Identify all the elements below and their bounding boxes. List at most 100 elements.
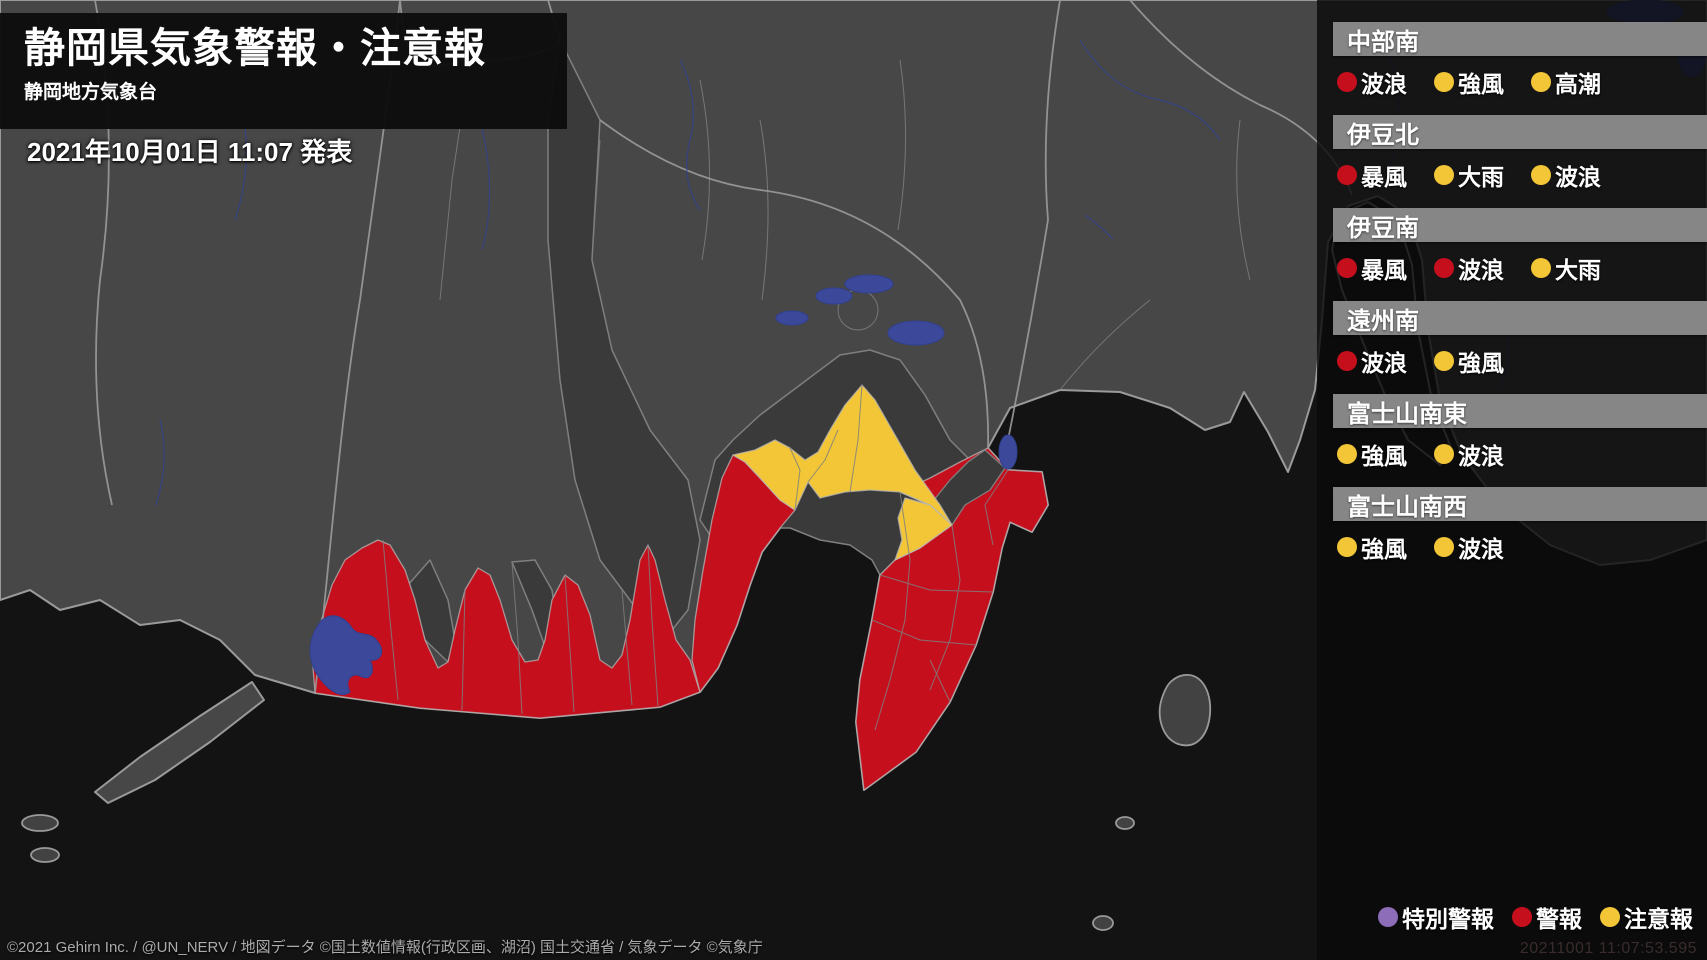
island-izu-oshima: [1158, 674, 1212, 747]
warning-chip-label: 大雨: [1458, 164, 1504, 190]
warning-chip-label: 強風: [1458, 71, 1504, 97]
title-box: 静岡県気象警報・注意報 静岡地方気象台: [0, 13, 567, 129]
warning-chip-label: 大雨: [1555, 257, 1601, 283]
warning-region-section: 伊豆南 暴風 波浪 大雨: [1317, 208, 1707, 285]
municipal-borders-fuji: [789, 384, 863, 511]
region-name-bar: 富士山南西: [1333, 487, 1707, 521]
pref-border-yamanashi-shizuoka: [599, 119, 990, 449]
region-enshu-south-warning: [311, 539, 701, 719]
island-small-west-1: [21, 814, 59, 832]
warning-chip: 高潮: [1531, 65, 1601, 99]
warning-level-dot-icon: [1337, 165, 1357, 185]
warning-chip-row: 暴風 波浪 大雨: [1337, 251, 1707, 285]
warning-level-dot-icon: [1531, 72, 1551, 92]
municipal-borders-enshu: [382, 539, 659, 715]
warning-chip-label: 波浪: [1361, 71, 1407, 97]
region-name: 伊豆南: [1347, 214, 1419, 242]
warning-level-dot-icon: [1434, 165, 1454, 185]
municipal-borders-inland: [439, 59, 1251, 391]
warning-chip: 暴風: [1337, 251, 1407, 285]
warning-chip: 波浪: [1337, 344, 1407, 378]
region-name-bar: 富士山南東: [1333, 394, 1707, 428]
warning-level-dot-icon: [1337, 258, 1357, 278]
region-name: 中部南: [1347, 28, 1419, 56]
warning-level-dot-icon: [1337, 537, 1357, 557]
atsumi-peninsula: [94, 681, 265, 804]
warning-chip-label: 注意報: [1624, 906, 1693, 932]
lake-shoji: [815, 287, 853, 305]
warning-chip-label: 暴風: [1361, 257, 1407, 283]
warning-chip-label: 強風: [1361, 536, 1407, 562]
lake-ashi: [998, 434, 1018, 470]
warning-level-legend: 特別警報 警報 注意報: [1360, 900, 1693, 934]
warning-level-dot-icon: [1434, 72, 1454, 92]
warning-chip-row: 強風 波浪: [1337, 437, 1707, 471]
lake-motosu: [775, 310, 809, 326]
warning-level-dot-icon: [1531, 258, 1551, 278]
render-timestamp: 20211001 11:07:53.595: [1519, 940, 1697, 957]
warning-chip: 特別警報: [1378, 900, 1494, 934]
warning-level-dot-icon: [1531, 165, 1551, 185]
warning-chip: 大雨: [1531, 251, 1601, 285]
warning-chip-label: 警報: [1536, 906, 1582, 932]
warning-level-dot-icon: [1337, 72, 1357, 92]
warning-chip: 波浪: [1434, 251, 1504, 285]
warning-region-section: 遠州南 波浪 強風: [1317, 301, 1707, 378]
region-name: 伊豆北: [1347, 121, 1419, 149]
warning-chip: 強風: [1434, 65, 1504, 99]
copyright-line: ©2021 Gehirn Inc. / @UN_NERV / 地図データ ©国土…: [7, 939, 763, 956]
warning-chip-label: 特別警報: [1402, 906, 1494, 932]
warning-chip-row: 波浪 強風 高潮: [1337, 65, 1707, 99]
page-title: 静岡県気象警報・注意報: [24, 25, 486, 71]
island-small-2: [1092, 915, 1114, 931]
warning-level-dot-icon: [1434, 444, 1454, 464]
warning-level-dot-icon: [1434, 351, 1454, 371]
warning-chip-label: 波浪: [1458, 443, 1504, 469]
warning-chip-row: 暴風 大雨 波浪: [1337, 158, 1707, 192]
warning-region-section: 伊豆北 暴風 大雨 波浪: [1317, 115, 1707, 192]
warning-chip-label: 強風: [1361, 443, 1407, 469]
agency-name: 静岡地方気象台: [24, 82, 158, 104]
region-name: 富士山南東: [1347, 400, 1467, 428]
warning-level-dot-icon: [1378, 907, 1398, 927]
warning-chip-label: 強風: [1458, 350, 1504, 376]
island-small-west-2: [30, 847, 60, 863]
municipal-borders-izu: [871, 469, 1009, 731]
lake-yamanaka: [887, 320, 945, 346]
island-small-1: [1115, 816, 1135, 830]
region-name-bar: 中部南: [1333, 22, 1707, 56]
warning-region-section: 中部南 波浪 強風 高潮: [1317, 22, 1707, 99]
warning-level-dot-icon: [1337, 351, 1357, 371]
warning-chip: 暴風: [1337, 158, 1407, 192]
region-name-bar: 伊豆北: [1333, 115, 1707, 149]
warning-chip-label: 暴風: [1361, 164, 1407, 190]
warning-level-dot-icon: [1434, 258, 1454, 278]
warning-chip: 警報: [1512, 900, 1582, 934]
warning-chip: 大雨: [1434, 158, 1504, 192]
pref-border-yamanashi-kanagawa: [1007, 0, 1061, 441]
warning-chip-row: 波浪 強風: [1337, 344, 1707, 378]
region-name-bar: 遠州南: [1333, 301, 1707, 335]
region-name: 遠州南: [1347, 307, 1419, 335]
warning-chip-label: 波浪: [1458, 536, 1504, 562]
warning-region-section: 富士山南東 強風 波浪: [1317, 394, 1707, 471]
warning-chip-label: 波浪: [1361, 350, 1407, 376]
warning-level-dot-icon: [1434, 537, 1454, 557]
warning-list-panel: 中部南 波浪 強風 高潮 伊豆北 暴風 大雨 波浪 伊豆南: [1317, 0, 1707, 960]
warning-chip-row: 強風 波浪: [1337, 530, 1707, 564]
warning-region-section: 富士山南西 強風 波浪: [1317, 487, 1707, 564]
warning-chip-label: 高潮: [1555, 71, 1601, 97]
warning-level-dot-icon: [1337, 444, 1357, 464]
warning-level-dot-icon: [1600, 907, 1620, 927]
warning-chip: 注意報: [1600, 900, 1693, 934]
region-izu-northwest-advisory: [894, 497, 953, 561]
lake-kawaguchi: [844, 274, 894, 294]
warning-chip: 強風: [1337, 437, 1407, 471]
warning-chip-label: 波浪: [1555, 164, 1601, 190]
lake-hamana: [309, 615, 383, 696]
warning-level-dot-icon: [1512, 907, 1532, 927]
region-name-bar: 伊豆南: [1333, 208, 1707, 242]
warning-chip: 波浪: [1434, 530, 1504, 564]
warning-chip: 波浪: [1434, 437, 1504, 471]
